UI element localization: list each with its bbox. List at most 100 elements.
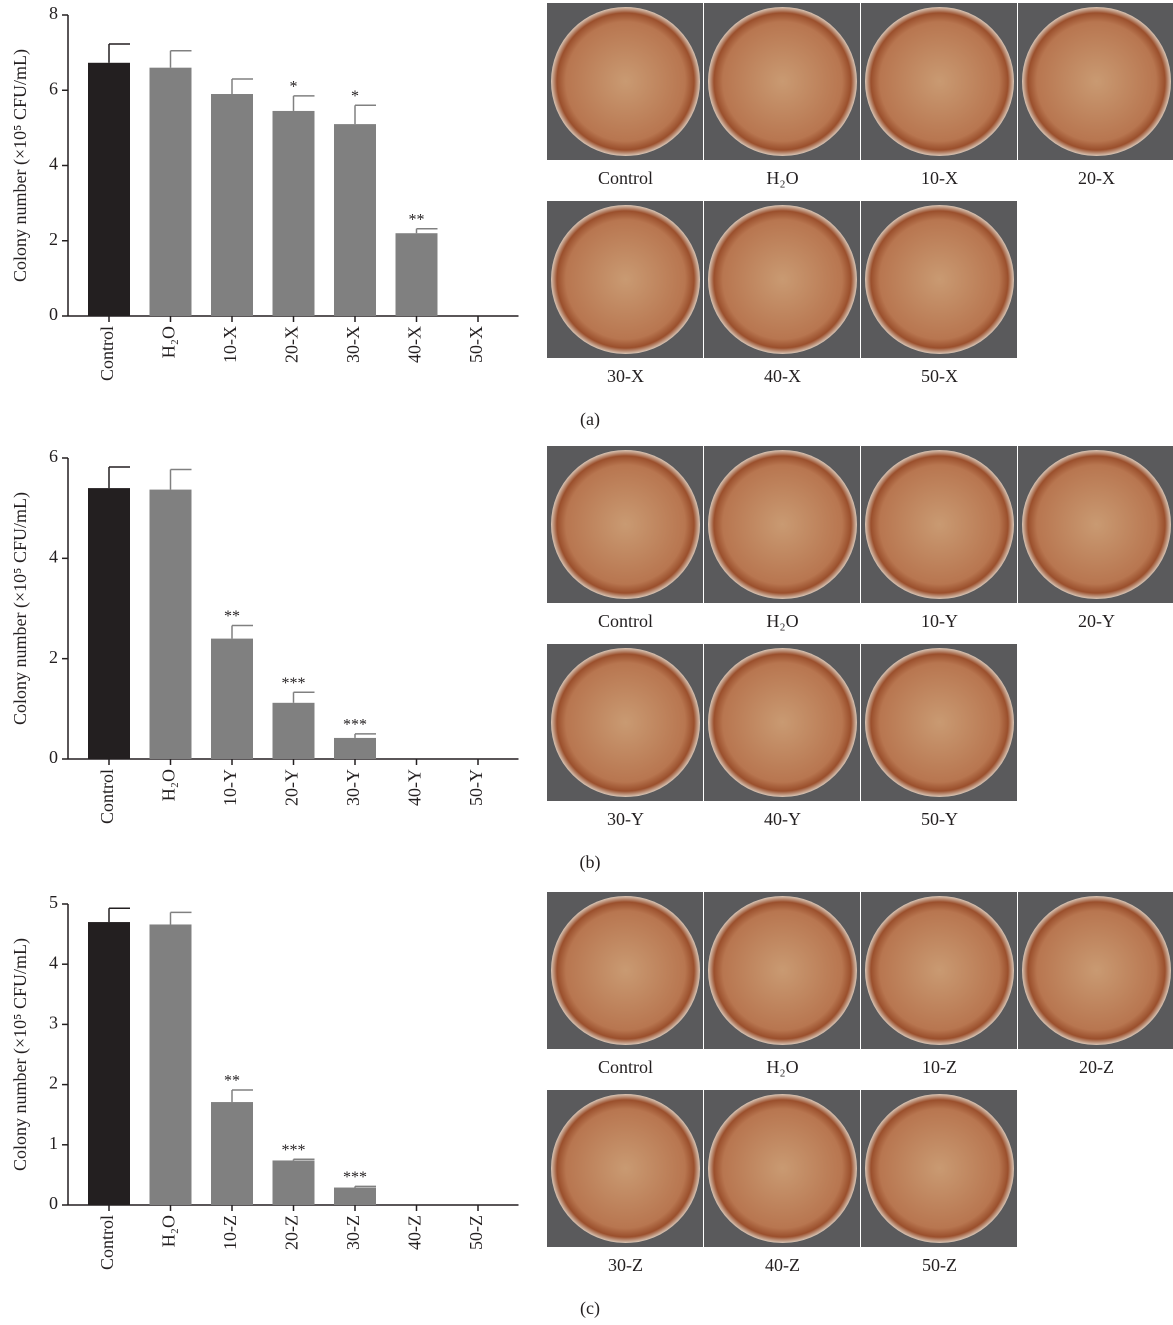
- bar: [334, 1188, 376, 1205]
- plate-photo: [704, 201, 860, 358]
- plate-photo: [704, 446, 860, 603]
- y-tick-label: 2: [49, 1073, 58, 1093]
- plate-label: 30-X: [607, 366, 644, 386]
- plate-photo: [861, 644, 1017, 801]
- significance: **: [224, 1073, 240, 1090]
- plate-photo: [704, 644, 860, 801]
- y-tick-label: 4: [49, 952, 58, 972]
- x-tick-label: Control: [97, 1215, 117, 1270]
- plate: [551, 205, 700, 354]
- plate: [865, 648, 1014, 797]
- x-tick-label: 40-Y: [405, 769, 425, 806]
- plate-photo: [861, 892, 1017, 1049]
- significance: ***: [343, 1169, 367, 1186]
- x-tick-label: Control: [97, 326, 117, 381]
- plate-photo: [1018, 3, 1173, 160]
- y-tick-label: 8: [49, 3, 58, 23]
- error-bar: [294, 96, 315, 111]
- error-bar: [232, 1090, 253, 1102]
- y-axis-label: Colony number (×10⁵ CFU/mL): [10, 49, 31, 282]
- bar: [334, 738, 376, 759]
- error-bar: [294, 692, 315, 703]
- x-tick-label: 30-X: [343, 326, 363, 363]
- bar: [273, 1160, 315, 1205]
- plate-label: Control: [598, 1057, 653, 1077]
- plate-label: 10-X: [921, 168, 958, 188]
- error-bar: [417, 229, 438, 234]
- bar: [211, 94, 253, 316]
- y-tick-label: 3: [49, 1013, 58, 1033]
- panel-label: (b): [580, 852, 601, 873]
- error-bar: [355, 105, 376, 124]
- plate: [865, 7, 1014, 156]
- bar: [88, 63, 130, 316]
- y-tick-label: 5: [49, 892, 58, 912]
- y-tick-label: 4: [49, 546, 58, 566]
- plate: [551, 1094, 700, 1243]
- error-bar: [355, 734, 376, 738]
- error-bar: [109, 908, 130, 922]
- y-tick-label: 4: [49, 154, 58, 174]
- bar: [273, 111, 315, 316]
- plate-photo: [547, 201, 703, 358]
- plate-label: 30-Z: [608, 1255, 643, 1275]
- plate: [1022, 7, 1171, 156]
- x-tick-label: H₂O: [159, 769, 179, 801]
- bar: [150, 490, 192, 759]
- plate-photo: [704, 1090, 860, 1247]
- plate-label: H₂O: [766, 168, 798, 188]
- plate-photo: [861, 446, 1017, 603]
- error-bar: [171, 912, 192, 924]
- plate-photo: [861, 1090, 1017, 1247]
- figure: 0 2 4 6 8 Colony number (×10⁵ CFU/mL) Control H…: [0, 0, 1173, 1325]
- significance: *: [351, 88, 359, 105]
- plate-label: 10-Z: [922, 1057, 957, 1077]
- plate-photo: [547, 644, 703, 801]
- error-bar: [294, 1159, 315, 1160]
- plate-photo: [1018, 446, 1173, 603]
- error-bar: [109, 467, 130, 488]
- x-tick-label: 50-Z: [466, 1215, 486, 1250]
- error-bar: [171, 470, 192, 490]
- plate: [1022, 896, 1171, 1045]
- y-tick-label: 1: [49, 1133, 58, 1153]
- plate-label: 20-Y: [1078, 611, 1115, 631]
- bar: [211, 639, 253, 759]
- plate: [708, 1094, 857, 1243]
- plate: [708, 7, 857, 156]
- plate-label: 50-X: [921, 366, 958, 386]
- error-bar: [355, 1186, 376, 1187]
- bar: [150, 68, 192, 316]
- x-tick-label: 50-Y: [466, 769, 486, 806]
- plate-photo: [547, 446, 703, 603]
- plate: [1022, 450, 1171, 599]
- page: 0 2 4 6 8 Colony number (×10⁵ CFU/mL) Control H…: [0, 0, 1173, 1325]
- plate: [708, 896, 857, 1045]
- panel-label: (a): [580, 409, 600, 430]
- y-tick-label: 6: [49, 446, 58, 466]
- x-tick-label: Control: [97, 769, 117, 824]
- plate: [708, 648, 857, 797]
- bar: [88, 922, 130, 1205]
- plate-label: H₂O: [766, 611, 798, 631]
- significance: *: [290, 79, 298, 96]
- x-tick-label: 10-Z: [220, 1215, 240, 1250]
- plate-photo: [547, 892, 703, 1049]
- y-tick-label: 0: [49, 1193, 58, 1213]
- x-tick-label: H₂O: [159, 1215, 179, 1247]
- x-tick-label: 20-Z: [282, 1215, 302, 1250]
- plate-label: Control: [598, 611, 653, 631]
- x-tick-label: 10-X: [220, 326, 240, 363]
- plate-photo: [547, 1090, 703, 1247]
- plate-label: 50-Y: [921, 809, 958, 829]
- y-axis-label: Colony number (×10⁵ CFU/mL): [10, 492, 31, 725]
- x-tick-label: 40-Z: [405, 1215, 425, 1250]
- plate-label: 40-X: [764, 366, 801, 386]
- plate: [708, 450, 857, 599]
- plate-photo: [861, 3, 1017, 160]
- y-tick-label: 0: [49, 304, 58, 324]
- plate: [551, 648, 700, 797]
- plate-photo: [547, 3, 703, 160]
